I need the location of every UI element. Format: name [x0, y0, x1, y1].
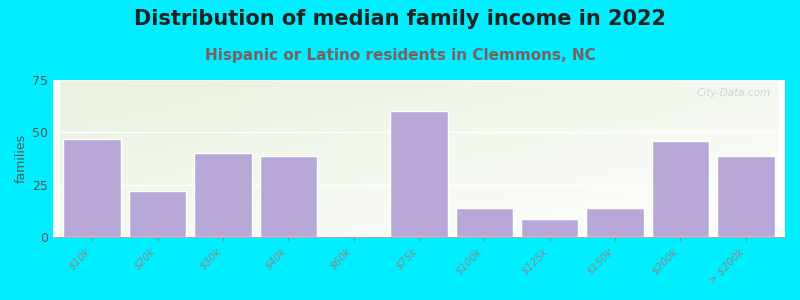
Bar — [652, 141, 709, 237]
Text: City-Data.com: City-Data.com — [696, 88, 770, 98]
Bar — [717, 156, 774, 237]
Bar — [259, 156, 317, 237]
Bar — [586, 208, 644, 237]
Bar — [63, 139, 121, 237]
Bar — [456, 208, 513, 237]
Bar — [194, 154, 252, 237]
Text: Hispanic or Latino residents in Clemmons, NC: Hispanic or Latino residents in Clemmons… — [205, 48, 595, 63]
Y-axis label: families: families — [15, 134, 28, 183]
Text: Distribution of median family income in 2022: Distribution of median family income in … — [134, 9, 666, 29]
Bar — [521, 218, 578, 237]
Bar — [129, 191, 186, 237]
Bar — [390, 112, 448, 237]
